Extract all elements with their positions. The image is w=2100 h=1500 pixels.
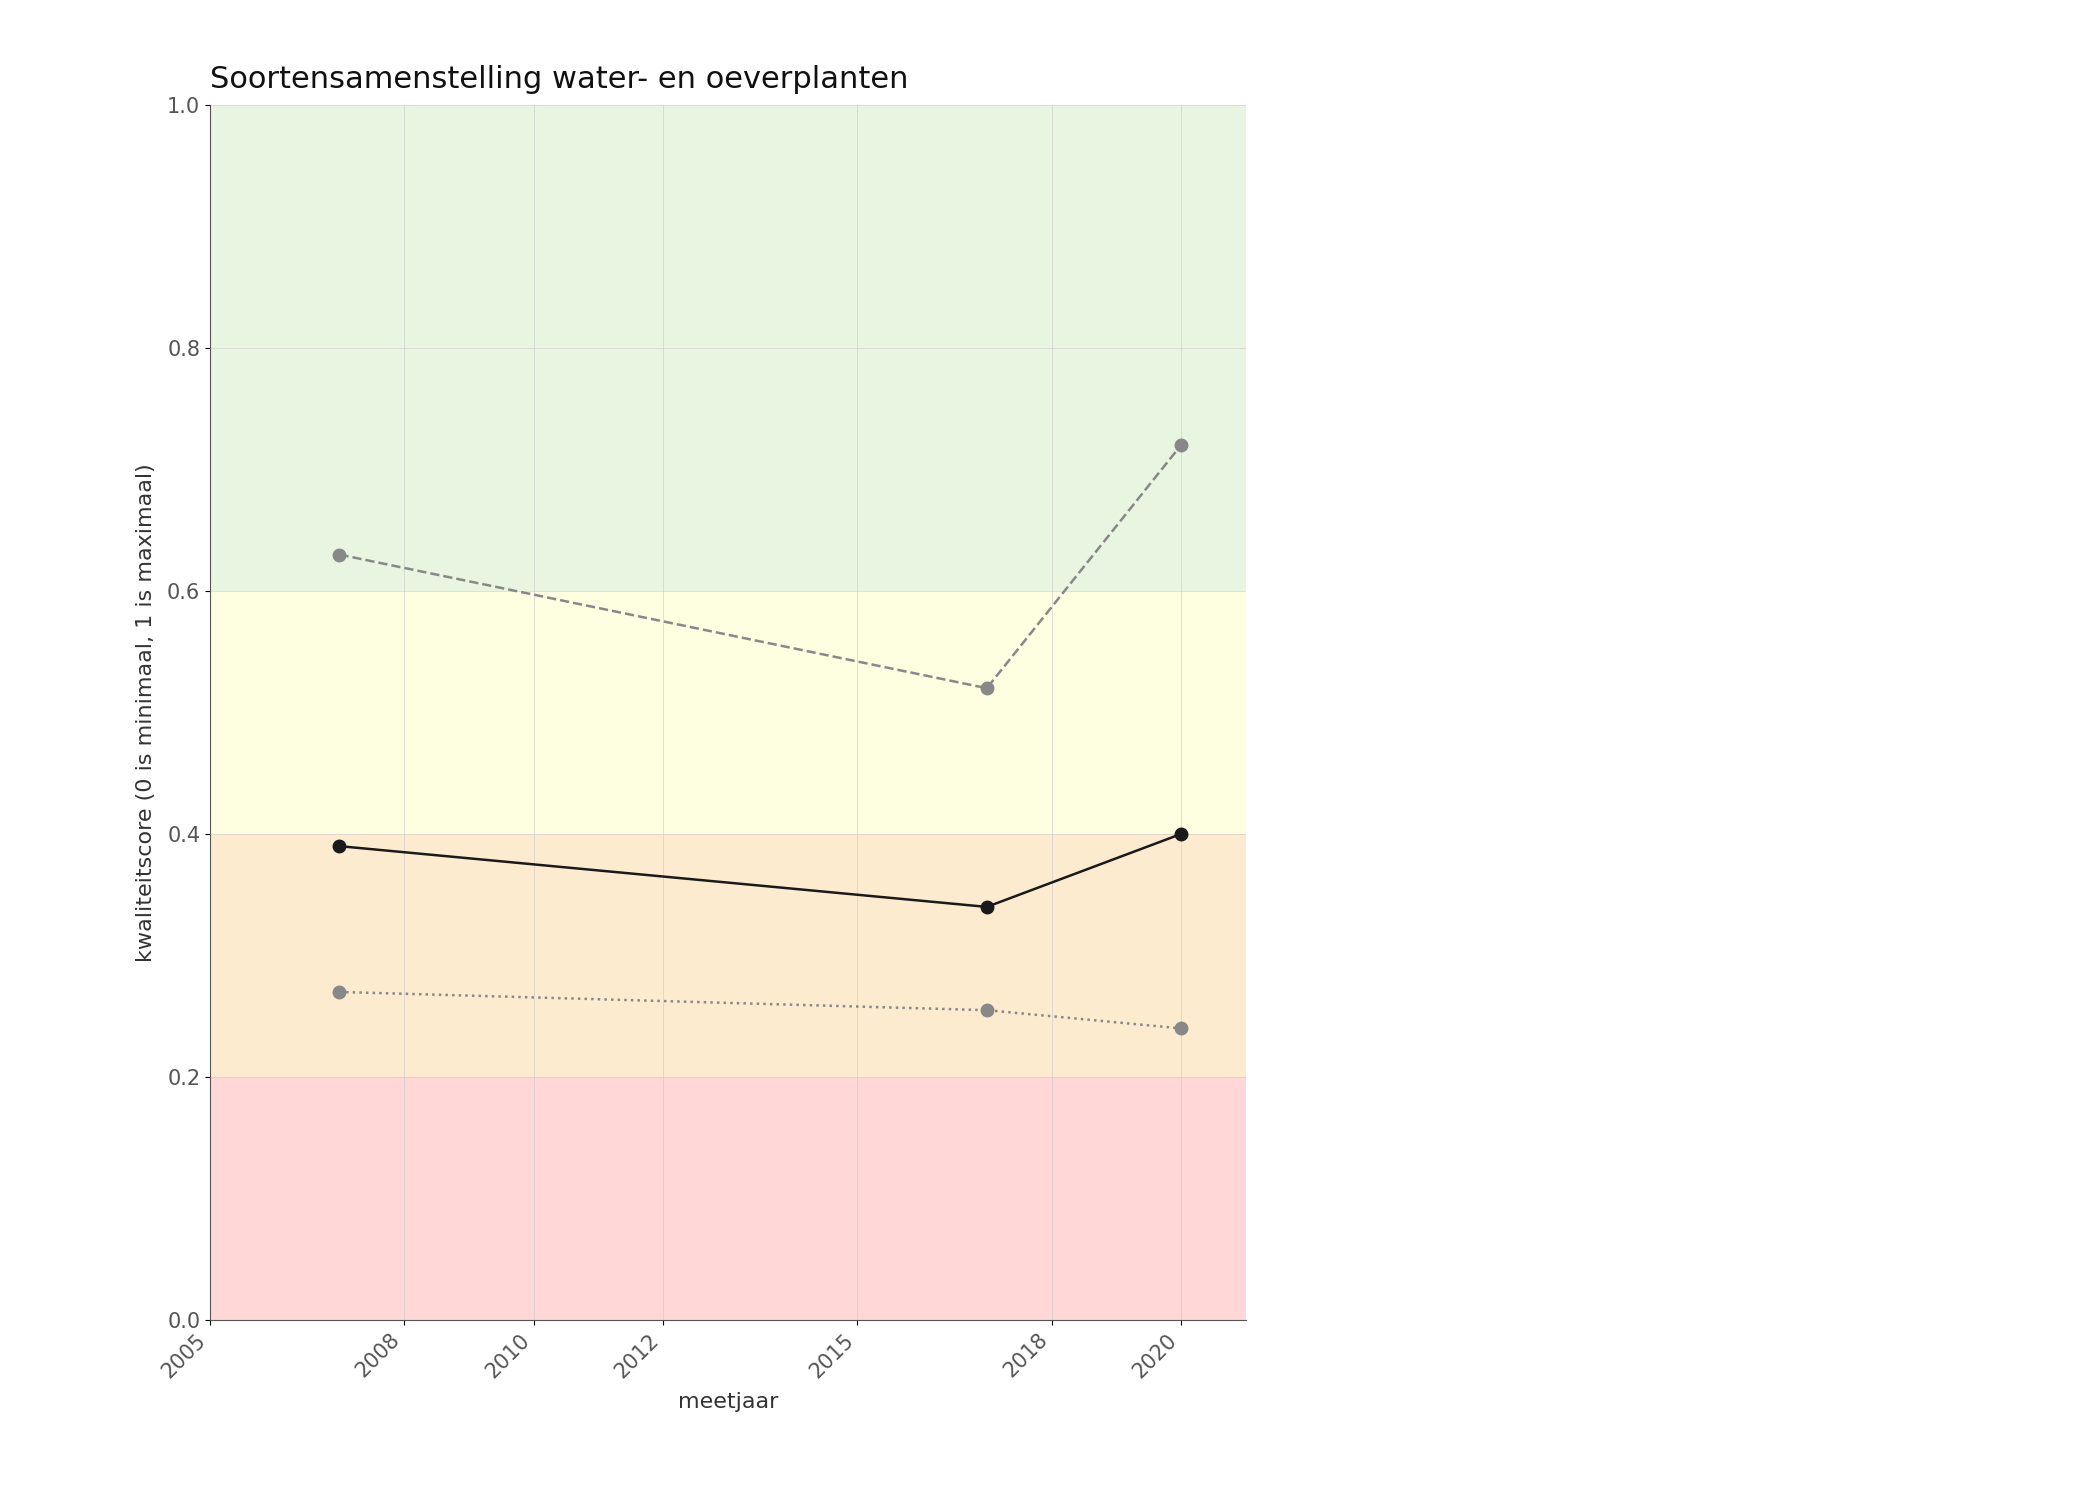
Bar: [210, 591, 1245, 834]
Text: Soortensamenstelling water- en oeverplanten: Soortensamenstelling water- en oeverplan…: [210, 66, 909, 94]
Y-axis label: kwaliteitscore (0 is minimaal, 1 is maximaal): kwaliteitscore (0 is minimaal, 1 is maxi…: [136, 464, 155, 962]
Legend: Doel waterkwaliteit:,     goed,     matig,     ontoereikend,     slecht, Indicat: Doel waterkwaliteit:, goed, matig, ontoe…: [1262, 116, 1802, 495]
Bar: [210, 834, 1245, 1077]
Bar: [210, 105, 1245, 591]
Bar: [210, 1077, 1245, 1320]
X-axis label: meetjaar: meetjaar: [678, 1392, 777, 1413]
